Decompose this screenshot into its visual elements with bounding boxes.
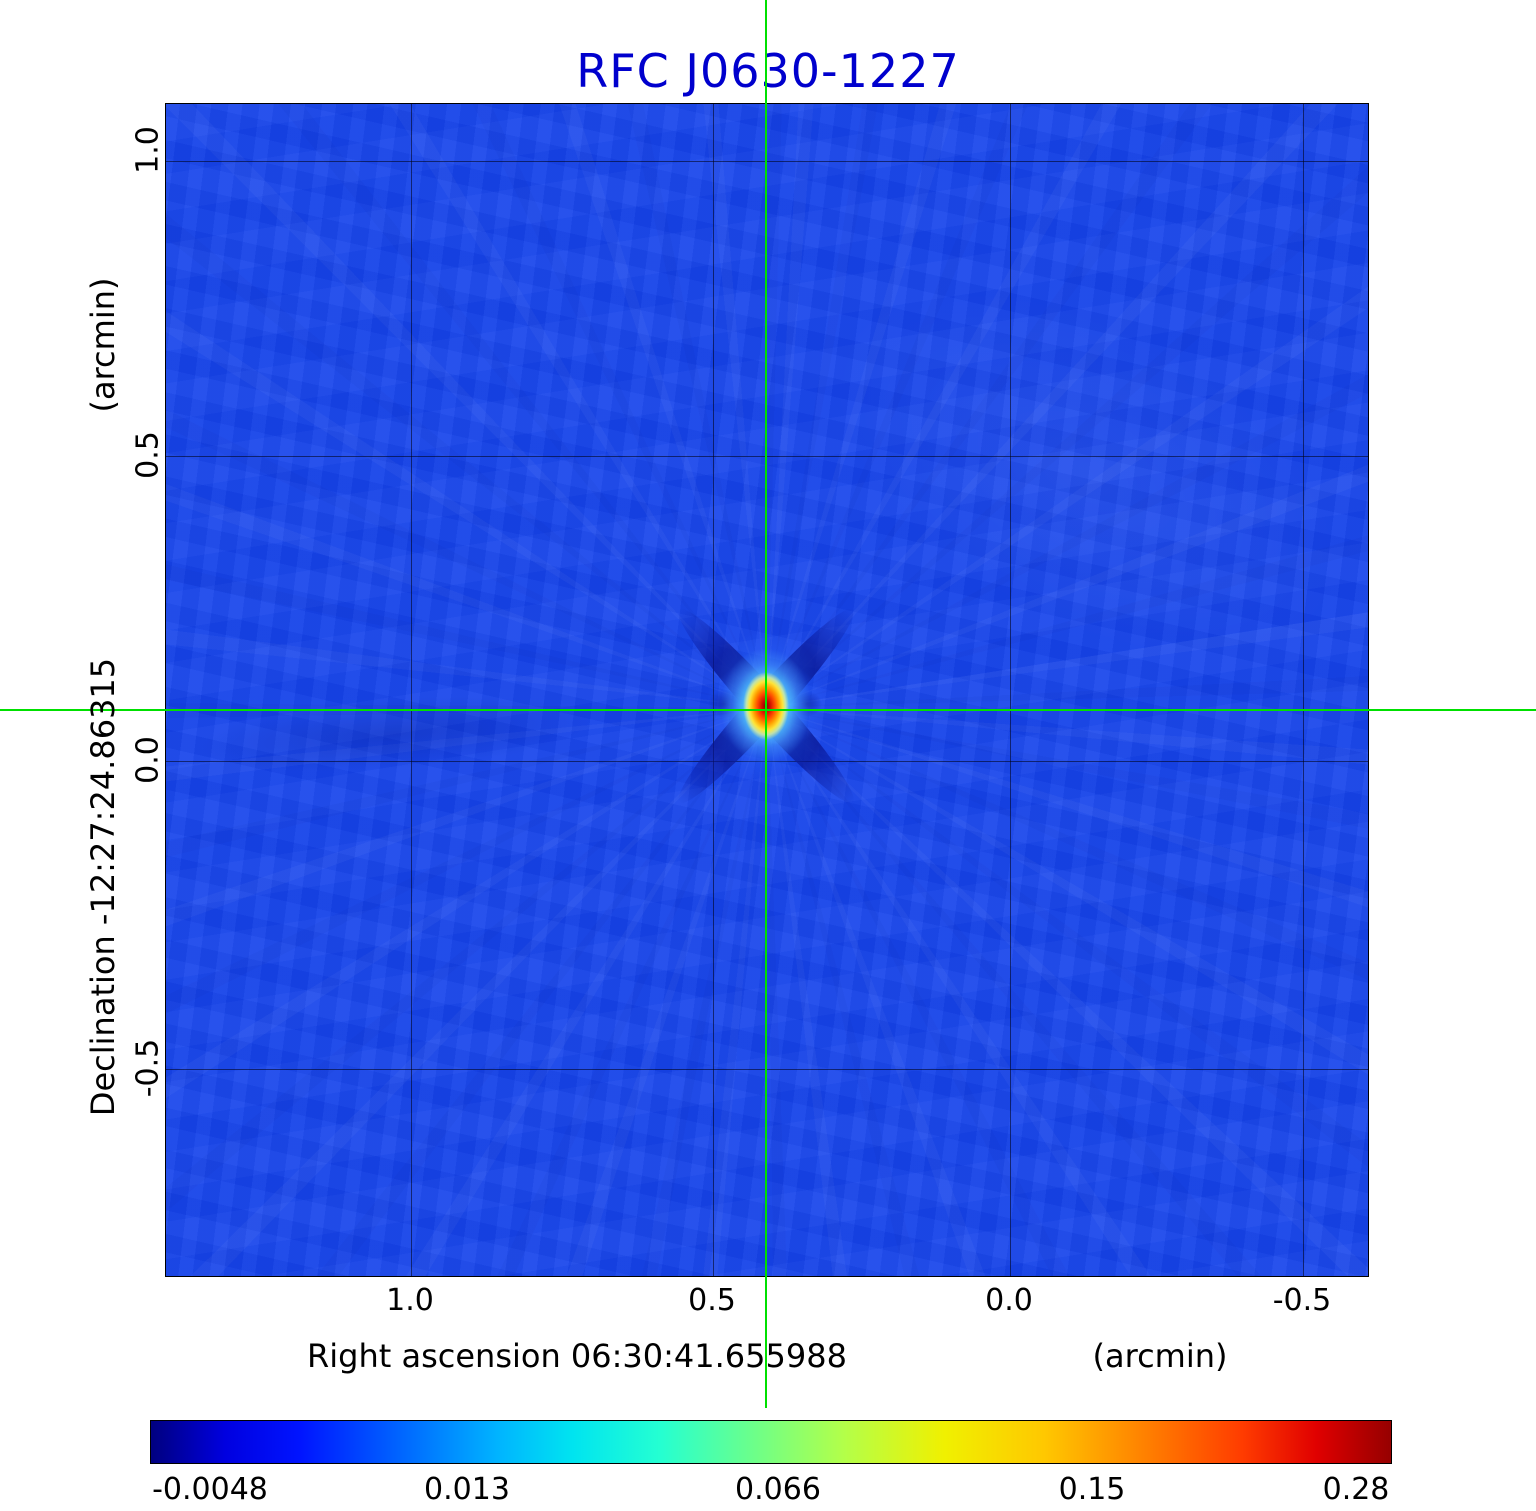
x-tick-label: 1.0	[386, 1283, 434, 1318]
grid-line-vertical	[1303, 104, 1304, 1276]
colorbar-jet	[150, 1420, 1392, 1464]
x-tick-label: -0.5	[1272, 1283, 1332, 1318]
grid-line-horizontal	[166, 161, 1368, 162]
x-tick-label: 0.5	[688, 1283, 736, 1318]
y-tick-label: -0.5	[130, 1038, 166, 1098]
y-axis-unit: (arcmin)	[84, 277, 122, 413]
colorbar-tick-label: 0.28	[1322, 1472, 1390, 1507]
colorbar-tick-label: -0.0048	[152, 1472, 268, 1507]
grid-line-vertical	[411, 104, 412, 1276]
colorbar-tick-label: 0.013	[424, 1472, 510, 1507]
colorbar-tick-label: 0.15	[1058, 1472, 1126, 1507]
crosshair-vertical	[765, 0, 767, 1408]
y-tick-label: 0.5	[130, 431, 166, 479]
x-tick-label: 0.0	[985, 1283, 1033, 1318]
grid-line-horizontal	[166, 456, 1368, 457]
x-axis-label: Right ascension 06:30:41.655988	[307, 1337, 847, 1375]
grid-line-horizontal	[166, 1069, 1368, 1070]
plot-title: RFC J0630-1227	[576, 44, 960, 98]
image-plot	[165, 103, 1369, 1277]
y-axis-label: Declination -12:27:24.86315	[84, 657, 122, 1117]
crosshair-horizontal	[0, 709, 1536, 711]
y-tick-label: 1.0	[130, 126, 166, 174]
colorbar-tick-label: 0.066	[735, 1472, 821, 1507]
x-axis-unit: (arcmin)	[1092, 1337, 1228, 1375]
grid-line-vertical	[1010, 104, 1011, 1276]
y-tick-label: 0.0	[130, 736, 166, 784]
